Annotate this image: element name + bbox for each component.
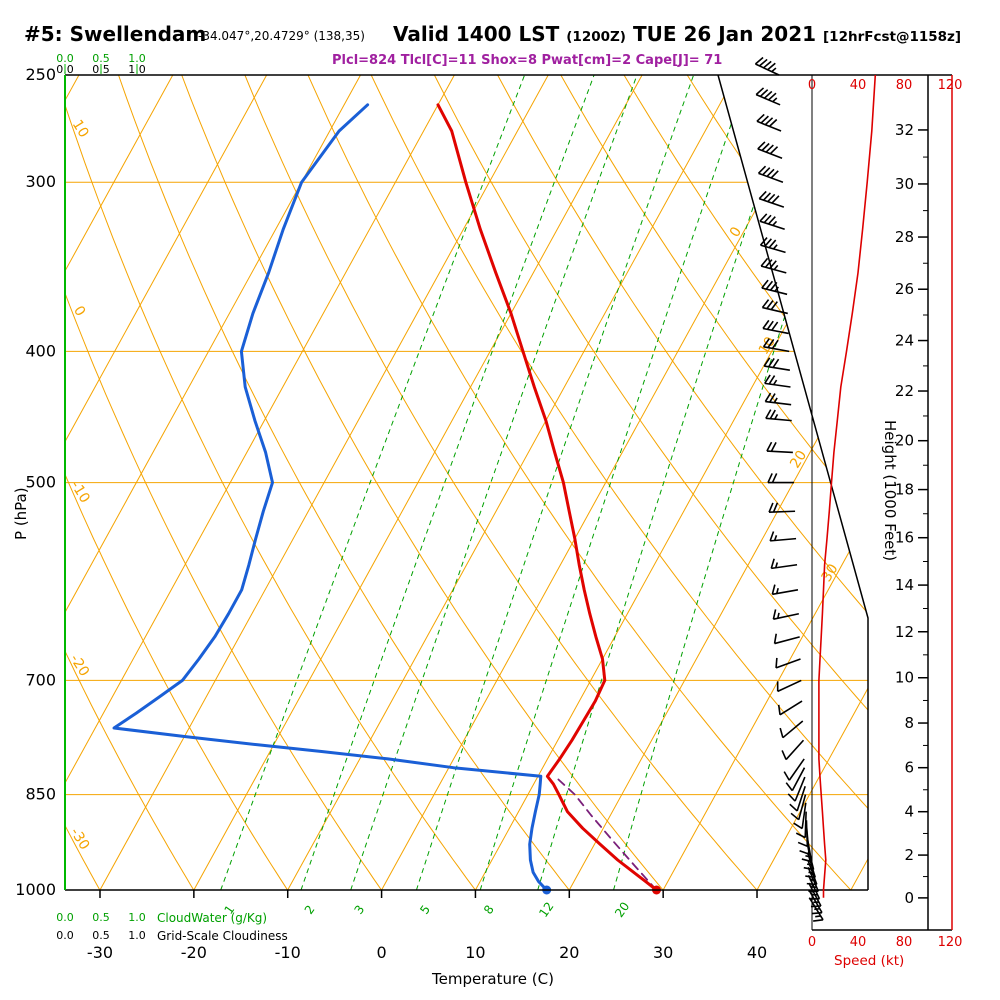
svg-text:10: 10: [69, 117, 92, 141]
valid-time: Valid 1400 LST: [393, 22, 560, 46]
svg-text:20: 20: [559, 943, 579, 962]
svg-text:28: 28: [895, 228, 914, 246]
svg-text:4: 4: [904, 803, 914, 821]
svg-text:24: 24: [895, 332, 914, 350]
sloped-right-border: [717, 74, 869, 890]
svg-text:3: 3: [351, 903, 367, 917]
svg-text:0: 0: [727, 224, 745, 240]
svg-text:20: 20: [612, 899, 632, 920]
svg-text:120: 120: [938, 935, 963, 950]
svg-text:-20: -20: [181, 943, 207, 962]
station-coords: -34.047°,20.4729° (138,35): [198, 29, 365, 43]
svg-text:30: 30: [653, 943, 673, 962]
svg-text:22: 22: [895, 382, 914, 400]
svg-text:300: 300: [25, 172, 56, 191]
svg-text:0.5: 0.5: [92, 911, 110, 924]
svg-text:700: 700: [25, 670, 56, 689]
svg-text:0.5: 0.5: [92, 52, 110, 65]
pressure-axis-title: P (hPa): [12, 487, 30, 540]
svg-text:1000: 1000: [15, 880, 56, 899]
cloudiness-label: Grid-Scale Cloudiness: [157, 929, 288, 943]
svg-text:0.5: 0.5: [92, 929, 110, 942]
svg-text:0: 0: [808, 78, 816, 93]
svg-text:20: 20: [787, 448, 810, 472]
svg-text:1.0: 1.0: [128, 52, 146, 65]
parcel-path: [554, 775, 658, 890]
svg-text:40: 40: [850, 78, 867, 93]
svg-text:1.0: 1.0: [128, 929, 146, 942]
svg-text:1.0: 1.0: [128, 911, 146, 924]
svg-text:12: 12: [536, 899, 556, 920]
svg-text:2: 2: [904, 846, 914, 864]
height-axis-title: Height (1000 Feet): [881, 420, 899, 562]
svg-text:80: 80: [896, 78, 913, 93]
forecast-tag: [12hrFcst@1158z]: [823, 29, 962, 45]
wind-barbs: [754, 56, 824, 922]
svg-text:10: 10: [756, 334, 779, 358]
svg-text:-20: -20: [66, 652, 92, 680]
svg-text:0: 0: [70, 303, 88, 319]
speed-axis-title: Speed (kt): [834, 953, 905, 969]
cloud-scales: 0.00.00.00.00.50.50.50.51.01.01.01.0: [56, 52, 146, 942]
svg-text:120: 120: [938, 78, 963, 93]
svg-text:5: 5: [417, 903, 433, 917]
svg-text:18: 18: [895, 481, 914, 499]
grid-lines: [65, 75, 868, 890]
svg-text:40: 40: [850, 935, 867, 950]
stability-indices: Plcl=824 Tlcl[C]=11 Shox=8 Pwat[cm]=2 Ca…: [332, 53, 723, 68]
svg-text:500: 500: [25, 473, 56, 492]
svg-text:6: 6: [904, 759, 914, 777]
svg-text:0.0: 0.0: [56, 929, 74, 942]
svg-text:-10: -10: [275, 943, 301, 962]
svg-text:2: 2: [302, 903, 318, 917]
svg-text:0.0: 0.0: [56, 911, 74, 924]
svg-text:32: 32: [895, 121, 914, 139]
valid-date: TUE 26 Jan 2021: [632, 22, 817, 46]
svg-text:80: 80: [896, 935, 913, 950]
svg-text:12: 12: [895, 623, 914, 641]
svg-text:250: 250: [25, 65, 56, 84]
svg-text:-30: -30: [67, 825, 93, 853]
svg-text:8: 8: [481, 903, 497, 917]
svg-text:20: 20: [895, 432, 914, 450]
svg-text:0: 0: [376, 943, 386, 962]
svg-text:-30: -30: [87, 943, 113, 962]
valid-zulu: (1200Z): [566, 29, 626, 45]
svg-text:850: 850: [25, 785, 56, 804]
temperature-curve: [436, 103, 658, 890]
cloudwater-label: CloudWater (g/Kg): [157, 911, 268, 925]
station-title: #5: Swellendam: [24, 22, 207, 46]
svg-text:8: 8: [904, 714, 914, 732]
svg-text:30: 30: [895, 175, 914, 193]
svg-text:10: 10: [895, 669, 914, 687]
svg-text:40: 40: [747, 943, 767, 962]
dewpoint-curve: [112, 103, 549, 890]
svg-text:14: 14: [895, 576, 914, 594]
sounding-profiles: [112, 103, 658, 890]
temperature-axis-title: Temperature (C): [432, 970, 554, 988]
svg-text:400: 400: [25, 341, 56, 360]
svg-text:26: 26: [895, 280, 914, 298]
svg-text:0.0: 0.0: [56, 52, 74, 65]
svg-text:30: 30: [819, 561, 842, 585]
speed-profile: [818, 74, 877, 898]
svg-text:0: 0: [904, 889, 914, 907]
svg-text:16: 16: [895, 529, 914, 547]
svg-text:10: 10: [465, 943, 485, 962]
valid-time-row: Valid 1400 LST (1200Z) TUE 26 Jan 2021 […: [393, 22, 961, 46]
svg-text:0: 0: [808, 935, 816, 950]
